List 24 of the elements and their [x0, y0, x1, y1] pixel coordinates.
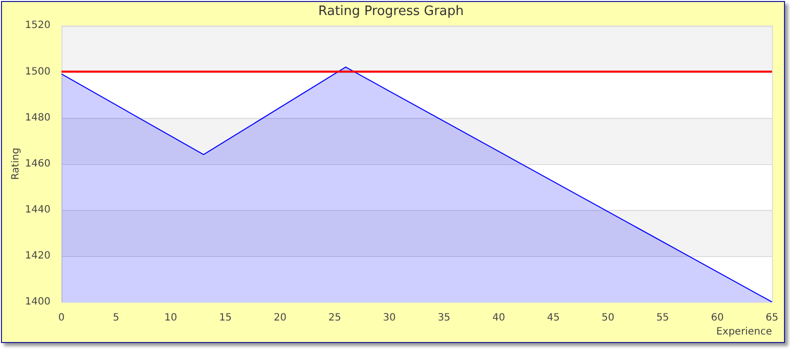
x-tick-label: 50 [602, 312, 614, 324]
x-tick-label: 60 [710, 312, 724, 324]
y-tick-label: 1520 [24, 20, 50, 32]
chart-title: Rating Progress Graph [318, 4, 464, 20]
y-tick-label: 1500 [24, 66, 50, 78]
x-tick-label: 35 [438, 312, 450, 324]
y-tick-label: 1400 [24, 296, 50, 308]
x-axis-title: Experience [716, 326, 772, 338]
x-tick-label: 10 [164, 312, 178, 324]
x-tick-label: 25 [328, 312, 342, 324]
x-tick-label: 20 [274, 312, 286, 324]
y-axis-title: Rating [10, 148, 22, 180]
x-tick-label: 40 [492, 312, 506, 324]
x-tick-label: 15 [219, 312, 232, 324]
y-tick-label: 1420 [24, 250, 50, 262]
y-tick-label: 1480 [24, 112, 50, 124]
x-tick-label: 0 [58, 312, 65, 324]
x-tick-label: 55 [656, 312, 670, 324]
y-tick-label: 1440 [24, 204, 50, 216]
x-tick-label: 30 [383, 312, 396, 324]
x-tick-label: 5 [112, 312, 120, 324]
x-tick-label: 45 [547, 312, 560, 324]
y-tick-label: 1460 [24, 158, 50, 170]
x-tick-label: 65 [766, 312, 778, 324]
